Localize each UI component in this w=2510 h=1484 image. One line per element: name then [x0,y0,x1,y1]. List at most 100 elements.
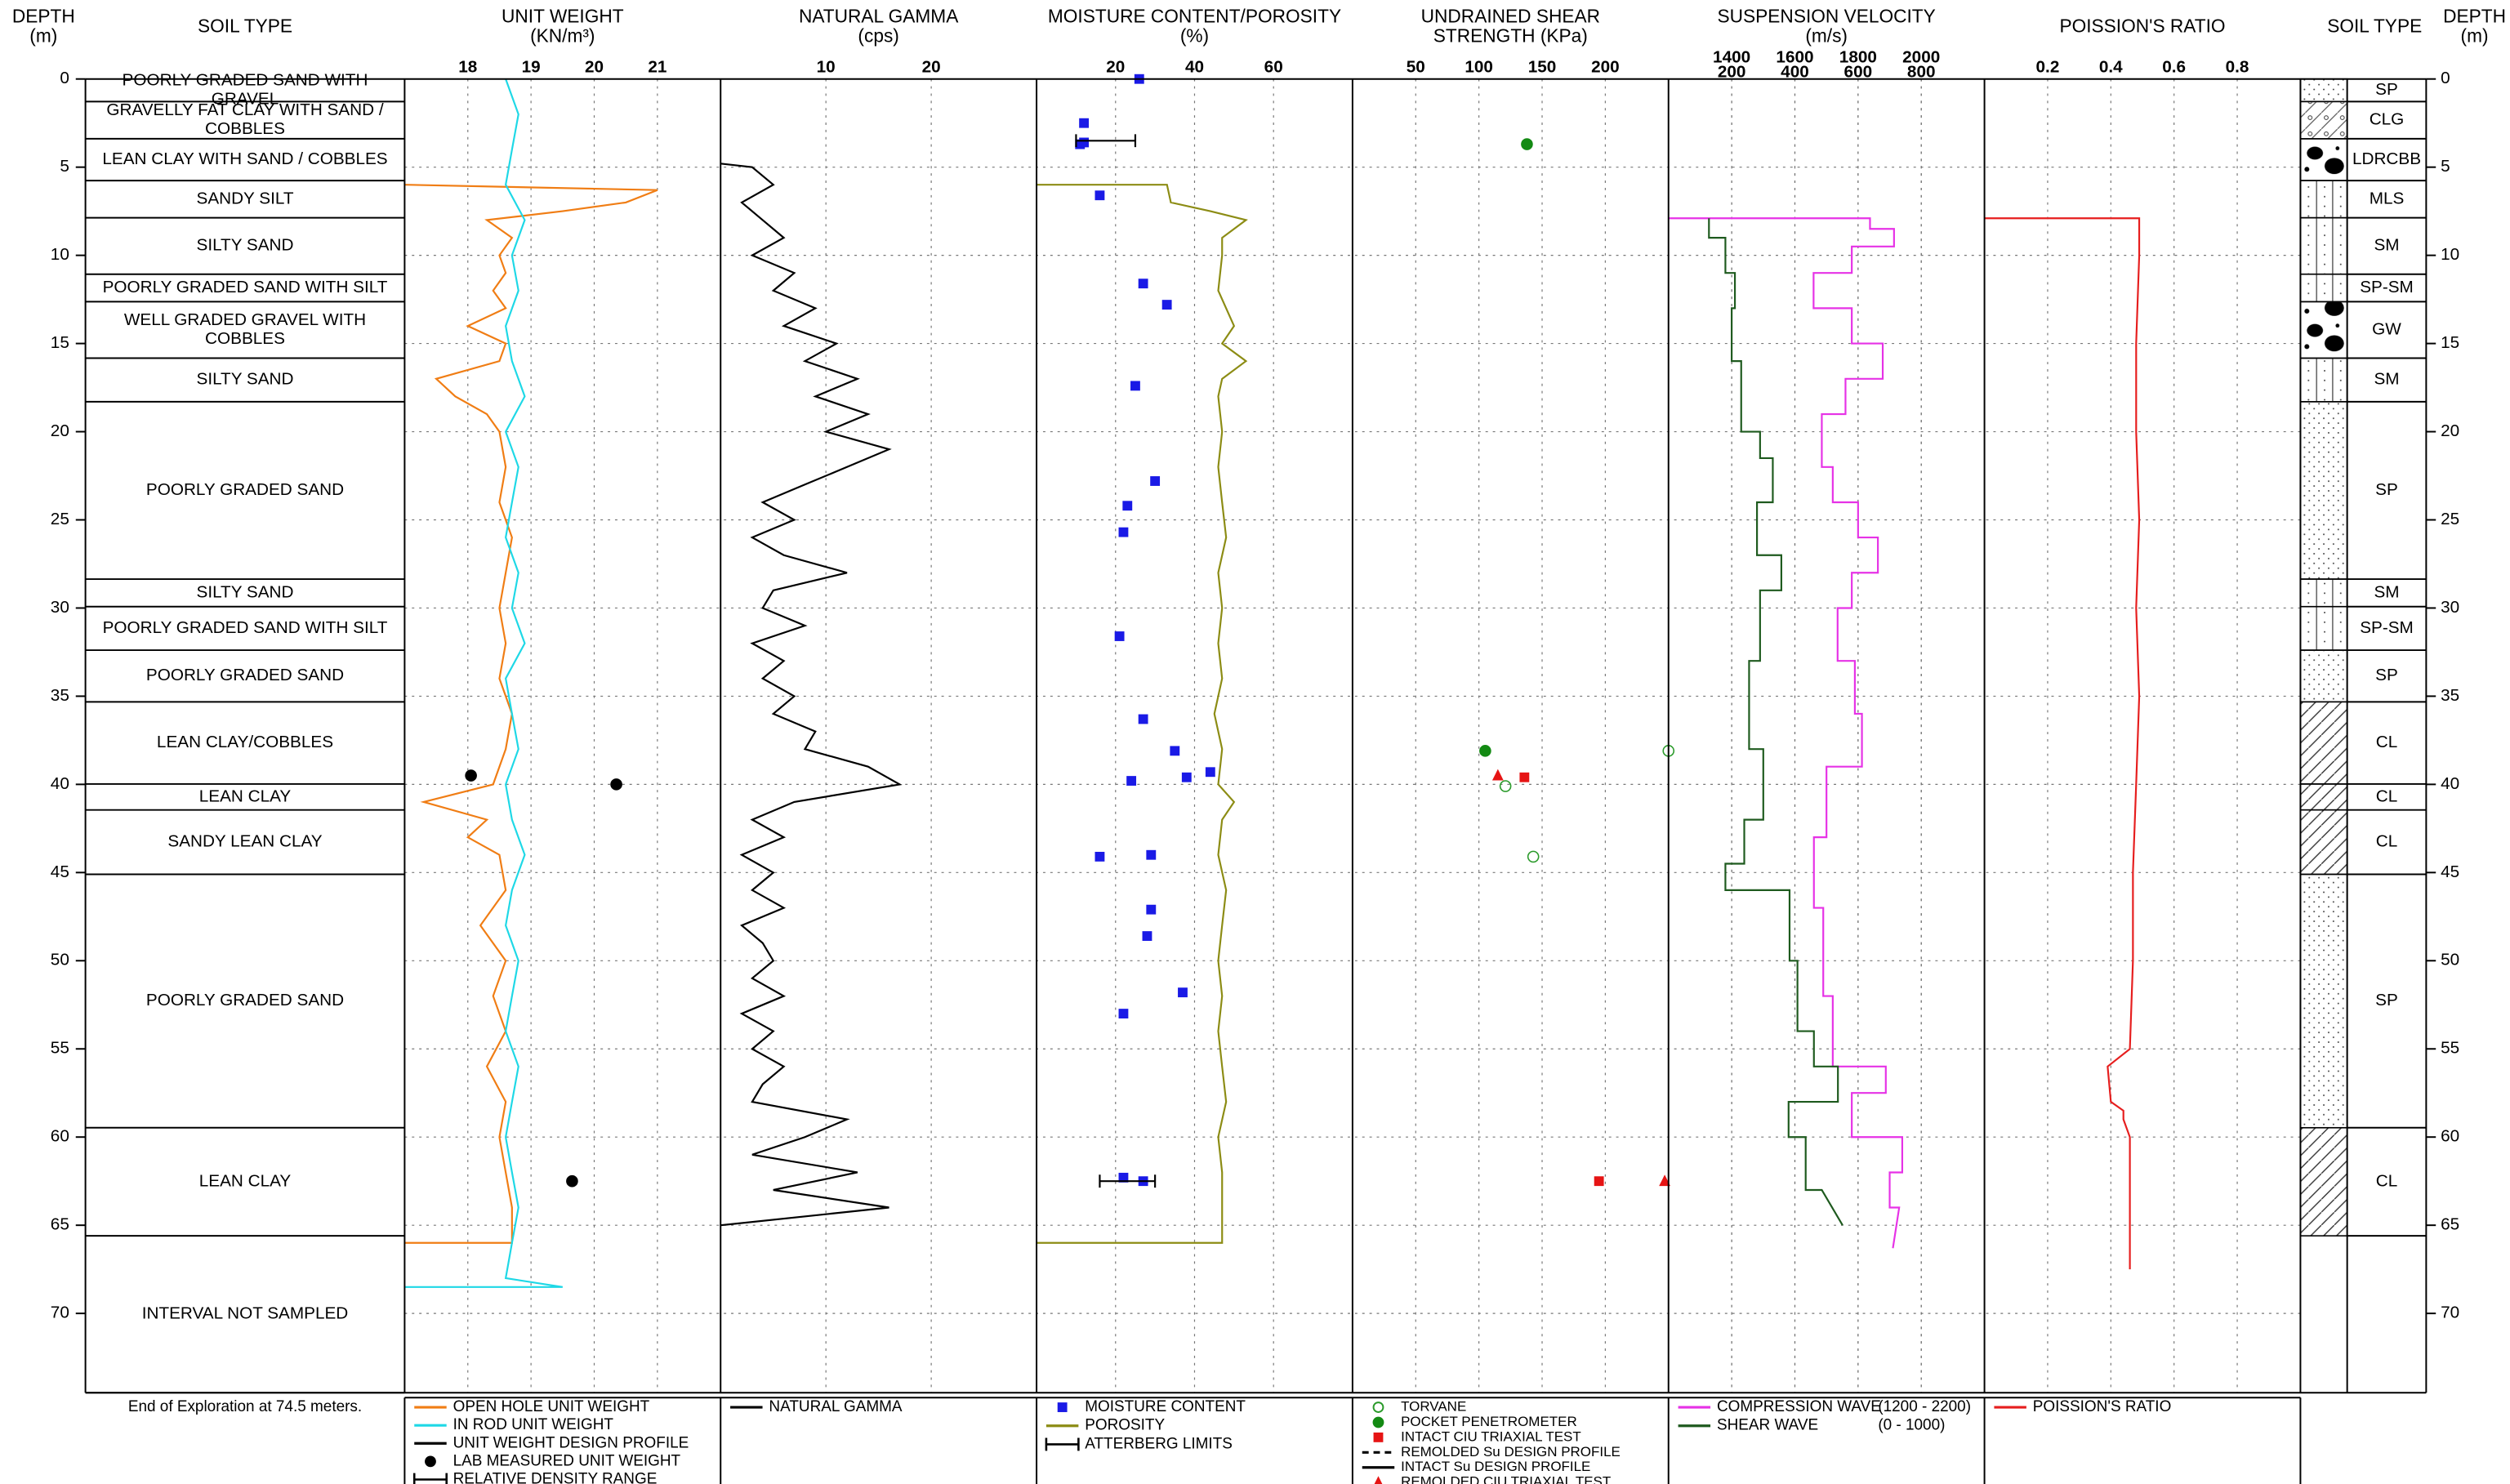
legend-label: INTACT CIU TRIAXIAL TEST [1401,1428,1581,1444]
legend-symbol [1373,1432,1384,1442]
legend-label: MOISTURE CONTENT [1085,1398,1246,1415]
legend-symbol [1372,1402,1384,1413]
layer-code: SP [2375,80,2398,99]
marker [1079,118,1090,128]
x-tick-label: 10 [817,57,836,76]
layer-name: POORLY GRADED SAND [146,480,344,499]
x-tick-label: 1600 [1776,48,1813,67]
layer-code: MLS [2370,189,2405,207]
track-title: (%) [1180,25,1209,46]
marker [1079,137,1090,148]
legend-label: COMPRESSION WAVE [1717,1398,1881,1415]
legend-symbol [1045,1437,1080,1451]
layer-name: POORLY GRADED SAND WITH SILT [103,618,388,637]
layer-code: LDRCBB [2352,149,2421,168]
layer-code: CLG [2370,110,2405,129]
note: End of Exploration at 74.5 meters. [128,1398,362,1415]
layer-code: CL [2376,1171,2397,1190]
depth-label: 5 [60,157,69,176]
layer-code: SM [2374,370,2399,389]
depth-label: 25 [2441,510,2459,528]
depth-label: 30 [51,598,69,617]
layer-graphic [2299,605,2348,651]
legend-label: TORVANE [1401,1399,1466,1415]
depth-label: 45 [2441,862,2459,881]
marker [566,1174,578,1188]
marker [1146,849,1157,860]
layer-name: SILTY SAND [197,370,294,389]
depth-label: 50 [2441,951,2459,969]
marker [1205,767,1215,778]
legend-range: (0 - 1000) [1878,1417,1945,1434]
x-tick-label: 400 [1781,62,1809,81]
layer-code: SP-SM [2360,278,2414,296]
legend-label: POISSION'S RATIO [2033,1398,2172,1415]
layer-graphic [2299,216,2348,275]
x-tick-label: 18 [458,57,477,76]
range-bar [1075,134,1137,148]
depth-label: 40 [2441,774,2459,793]
x-tick-label: 40 [1185,57,1204,76]
legend-label: SHEAR WAVE [1717,1417,1818,1434]
track-title: MOISTURE CONTENT/POROSITY [1048,6,1341,27]
track-title: UNIT WEIGHT [502,6,624,27]
layer-code: SM [2374,236,2399,255]
depth-label: 70 [51,1304,69,1322]
legend-symbol [412,1473,448,1484]
marker [1142,931,1152,941]
series-line [404,78,563,1288]
layer-name: POORLY GRADED SAND [146,666,344,684]
layer-graphic [2299,78,2348,103]
series-line [1668,217,1904,1249]
layer-graphic [2299,809,2348,876]
depth-title: (m) [2461,25,2489,46]
legend-symbol [1372,1416,1384,1428]
depth-label: 0 [2441,69,2450,87]
x-tick-label: 600 [1844,62,1873,81]
depth-label: 0 [60,69,69,87]
marker [1114,631,1125,641]
legend-label: POROSITY [1085,1417,1165,1434]
legend-symbol [1374,1476,1383,1484]
track-title: (KN/m³) [530,25,595,46]
layer-name: SILTY SAND [197,236,294,255]
track-title: STRENGTH (KPa) [1433,25,1588,46]
layer-name: POORLY GRADED SAND WITH [123,71,368,90]
layer-name: WELL GRADED GRAVEL WITH [124,310,366,329]
layer-graphic [2299,180,2348,219]
x-tick-label: 20 [1106,57,1125,76]
layer-name: LEAN CLAY/COBBLES [157,733,333,751]
layer-code: CL [2376,733,2397,751]
x-tick-label: 1400 [1713,48,1750,67]
marker [1138,714,1148,724]
x-tick-label: 0.8 [2226,57,2249,76]
marker [1161,300,1172,310]
x-tick-label: 60 [1264,57,1283,76]
layer-graphic [2299,649,2348,703]
layer-graphic [2299,138,2348,181]
track-title: (m/s) [1805,25,1848,46]
depth-label: 10 [51,245,69,264]
legend-label: NATURAL GAMMA [769,1398,902,1415]
layer-graphic [2299,701,2348,785]
depth-title: DEPTH [12,6,75,27]
layer-graphic [2299,783,2348,811]
x-tick-label: 0.6 [2162,57,2186,76]
legend-label: IN ROD UNIT WEIGHT [453,1416,614,1433]
marker [465,769,477,782]
marker [1118,527,1129,537]
track-title: POISSION'S RATIO [2059,16,2225,37]
layer-name: LEAN CLAY [199,1171,292,1190]
legend-label: RELATIVE DENSITY RANGE [453,1470,658,1484]
legend-label: UNIT WEIGHT DESIGN PROFILE [453,1434,689,1451]
legend-label: INTACT Su DESIGN PROFILE [1401,1459,1590,1474]
layer-graphic [2299,301,2348,359]
series-line [1037,184,1248,1244]
depth-label: 65 [2441,1215,2459,1234]
depth-label: 50 [51,951,69,969]
depth-label: 5 [2441,157,2450,176]
marker [1146,904,1157,915]
x-tick-label: 100 [1465,57,1493,76]
